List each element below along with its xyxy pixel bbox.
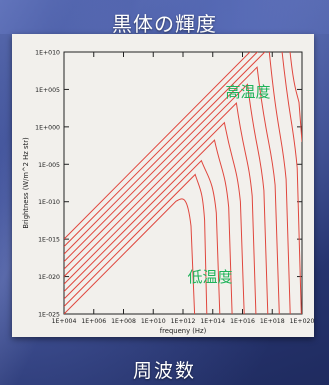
- x-tick-label: 1E+014: [200, 318, 225, 325]
- series-line-10: [64, 52, 302, 314]
- series-layer: [64, 52, 302, 314]
- y-tick-label: 1E-005: [38, 162, 60, 169]
- series-line-8: [64, 66, 280, 314]
- y-tick-label: 1E+010: [35, 50, 60, 57]
- y-axis-label: Brightness (W/m^2 Hz str): [22, 137, 30, 229]
- title-band: [0, 0, 329, 34]
- x-axis-label: frequeny (Hz): [160, 327, 207, 335]
- y-tick-label: 1E-015: [38, 237, 60, 244]
- series-line-7: [64, 83, 269, 314]
- x-tick-label: 1E+010: [141, 318, 166, 325]
- y-tick-label: 1E-010: [38, 199, 60, 206]
- blackbody-chart: 1E+010 1E+005 1E+000 1E-005 1E-010 1E-015 1E-0…: [22, 50, 314, 336]
- y-tick-label: 1E+000: [35, 124, 60, 131]
- x-tick-label: 1E+008: [111, 318, 136, 325]
- y-tick-label: 1E-025: [38, 312, 60, 319]
- x-tick-label: 1E+012: [171, 318, 196, 325]
- series-line-1: [64, 198, 196, 314]
- y-tick-label: 1E+005: [35, 87, 60, 94]
- series-line-3: [64, 159, 221, 314]
- series-line-6: [64, 102, 257, 314]
- series-line-4: [64, 139, 233, 314]
- x-tick-label: 1E+018: [260, 318, 285, 325]
- y-tick-label: 1E-020: [38, 274, 60, 281]
- axes-layer: [63, 51, 303, 315]
- x-tick-label: 1E+016: [230, 318, 255, 325]
- annotation-low-temperature: 低温度: [187, 268, 232, 286]
- slide-title: 黒体の輝度: [112, 12, 217, 36]
- x-tick-label: 1E+006: [81, 318, 106, 325]
- x-tick-label: 1E+020: [290, 318, 314, 325]
- x-tick-label: 1E+004: [52, 318, 77, 325]
- series-line-5: [64, 121, 245, 314]
- label-layer: 1E+010 1E+005 1E+000 1E-005 1E-010 1E-015 1E-0…: [22, 50, 314, 336]
- series-line-9: [64, 52, 291, 314]
- series-line-2: [64, 173, 208, 314]
- annotation-high-temperature: 高温度: [225, 83, 270, 101]
- x-axis-caption: 周波数: [132, 360, 196, 382]
- chart-panel: 1E+010 1E+005 1E+000 1E-005 1E-010 1E-015 1E-0…: [12, 34, 314, 337]
- series-line-11: [64, 52, 302, 240]
